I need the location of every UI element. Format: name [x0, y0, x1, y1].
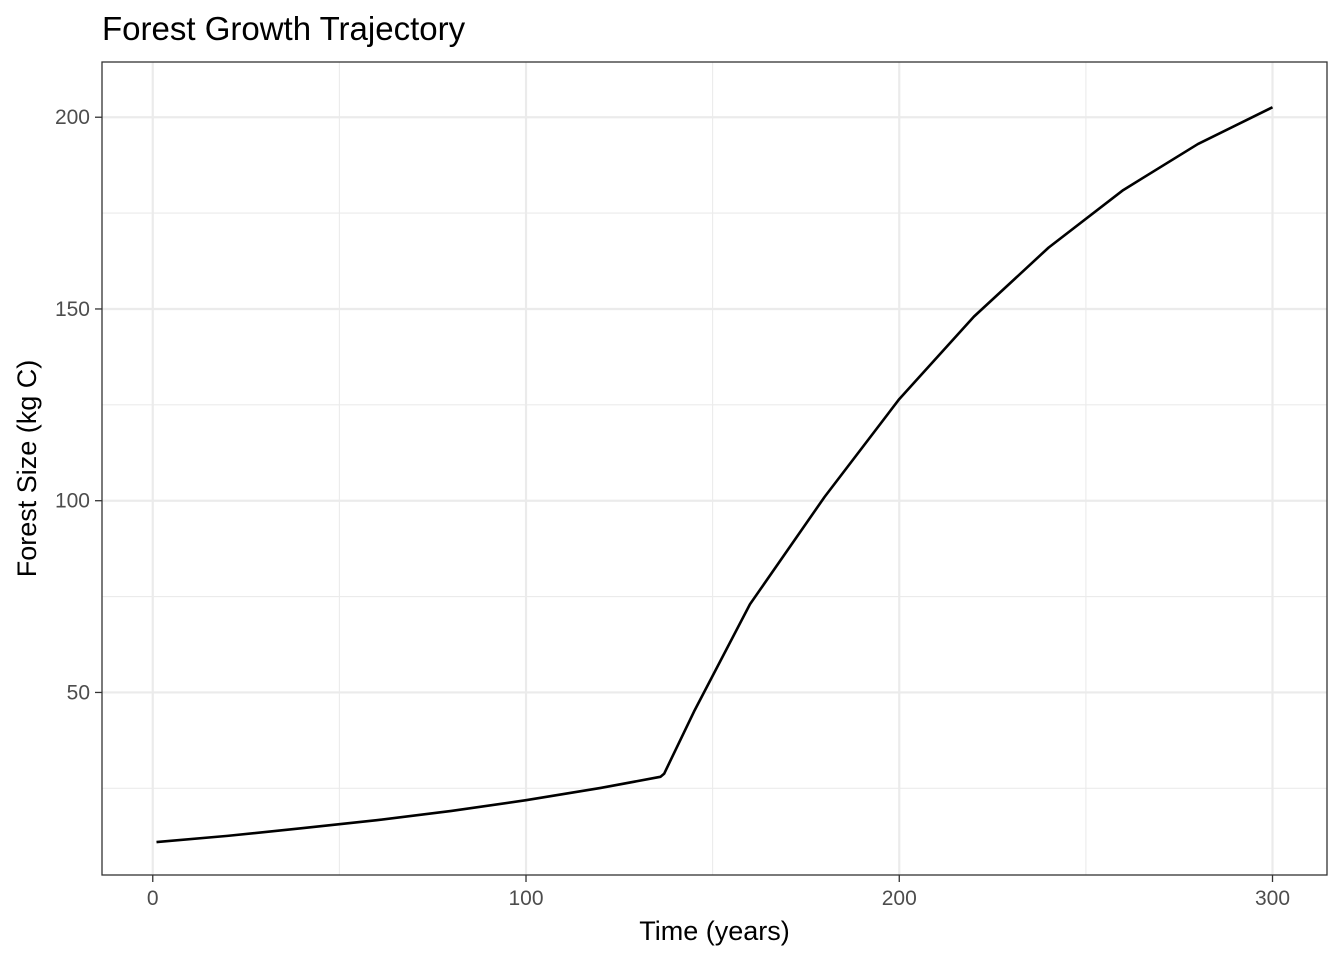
y-tick-label: 100 [55, 490, 90, 513]
y-axis: 50 100 150 200 [55, 106, 102, 704]
y-tick-label: 50 [67, 681, 90, 704]
x-tick-label: 300 [1255, 887, 1290, 910]
y-tick-label: 150 [55, 298, 90, 321]
grid-lines [102, 62, 1327, 875]
x-axis-title: Time (years) [639, 916, 790, 946]
y-tick-label: 200 [55, 106, 90, 129]
chart-title: Forest Growth Trajectory [102, 10, 466, 47]
panel-border [101, 61, 1328, 876]
x-tick-label: 200 [882, 887, 917, 910]
series-line [156, 106, 1274, 844]
x-axis: 0 100 200 300 [147, 875, 1290, 910]
series-layer [156, 106, 1274, 844]
x-tick-label: 100 [508, 887, 543, 910]
y-axis-title: Forest Size (kg C) [12, 360, 42, 578]
x-tick-label: 0 [147, 887, 159, 910]
